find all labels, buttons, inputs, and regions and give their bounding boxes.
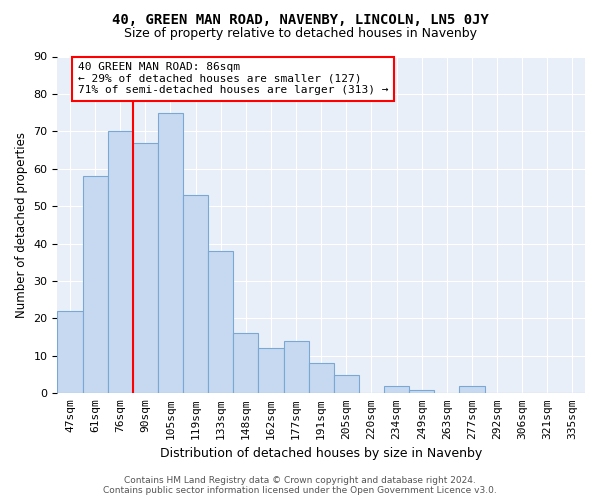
Text: 40 GREEN MAN ROAD: 86sqm
← 29% of detached houses are smaller (127)
71% of semi-: 40 GREEN MAN ROAD: 86sqm ← 29% of detach… xyxy=(77,62,388,96)
Bar xyxy=(460,386,485,394)
Bar xyxy=(208,251,233,394)
Bar xyxy=(409,390,434,394)
X-axis label: Distribution of detached houses by size in Navenby: Distribution of detached houses by size … xyxy=(160,447,482,460)
Bar xyxy=(158,112,183,394)
Bar xyxy=(58,311,83,394)
Text: 40, GREEN MAN ROAD, NAVENBY, LINCOLN, LN5 0JY: 40, GREEN MAN ROAD, NAVENBY, LINCOLN, LN… xyxy=(112,12,488,26)
Bar xyxy=(183,195,208,394)
Text: Size of property relative to detached houses in Navenby: Size of property relative to detached ho… xyxy=(124,28,476,40)
Bar xyxy=(83,176,107,394)
Text: Contains HM Land Registry data © Crown copyright and database right 2024.
Contai: Contains HM Land Registry data © Crown c… xyxy=(103,476,497,495)
Bar xyxy=(284,341,308,394)
Bar xyxy=(384,386,409,394)
Bar xyxy=(133,142,158,394)
Bar xyxy=(259,348,284,394)
Y-axis label: Number of detached properties: Number of detached properties xyxy=(15,132,28,318)
Bar xyxy=(233,334,259,394)
Bar xyxy=(334,374,359,394)
Bar xyxy=(308,364,334,394)
Bar xyxy=(107,132,133,394)
